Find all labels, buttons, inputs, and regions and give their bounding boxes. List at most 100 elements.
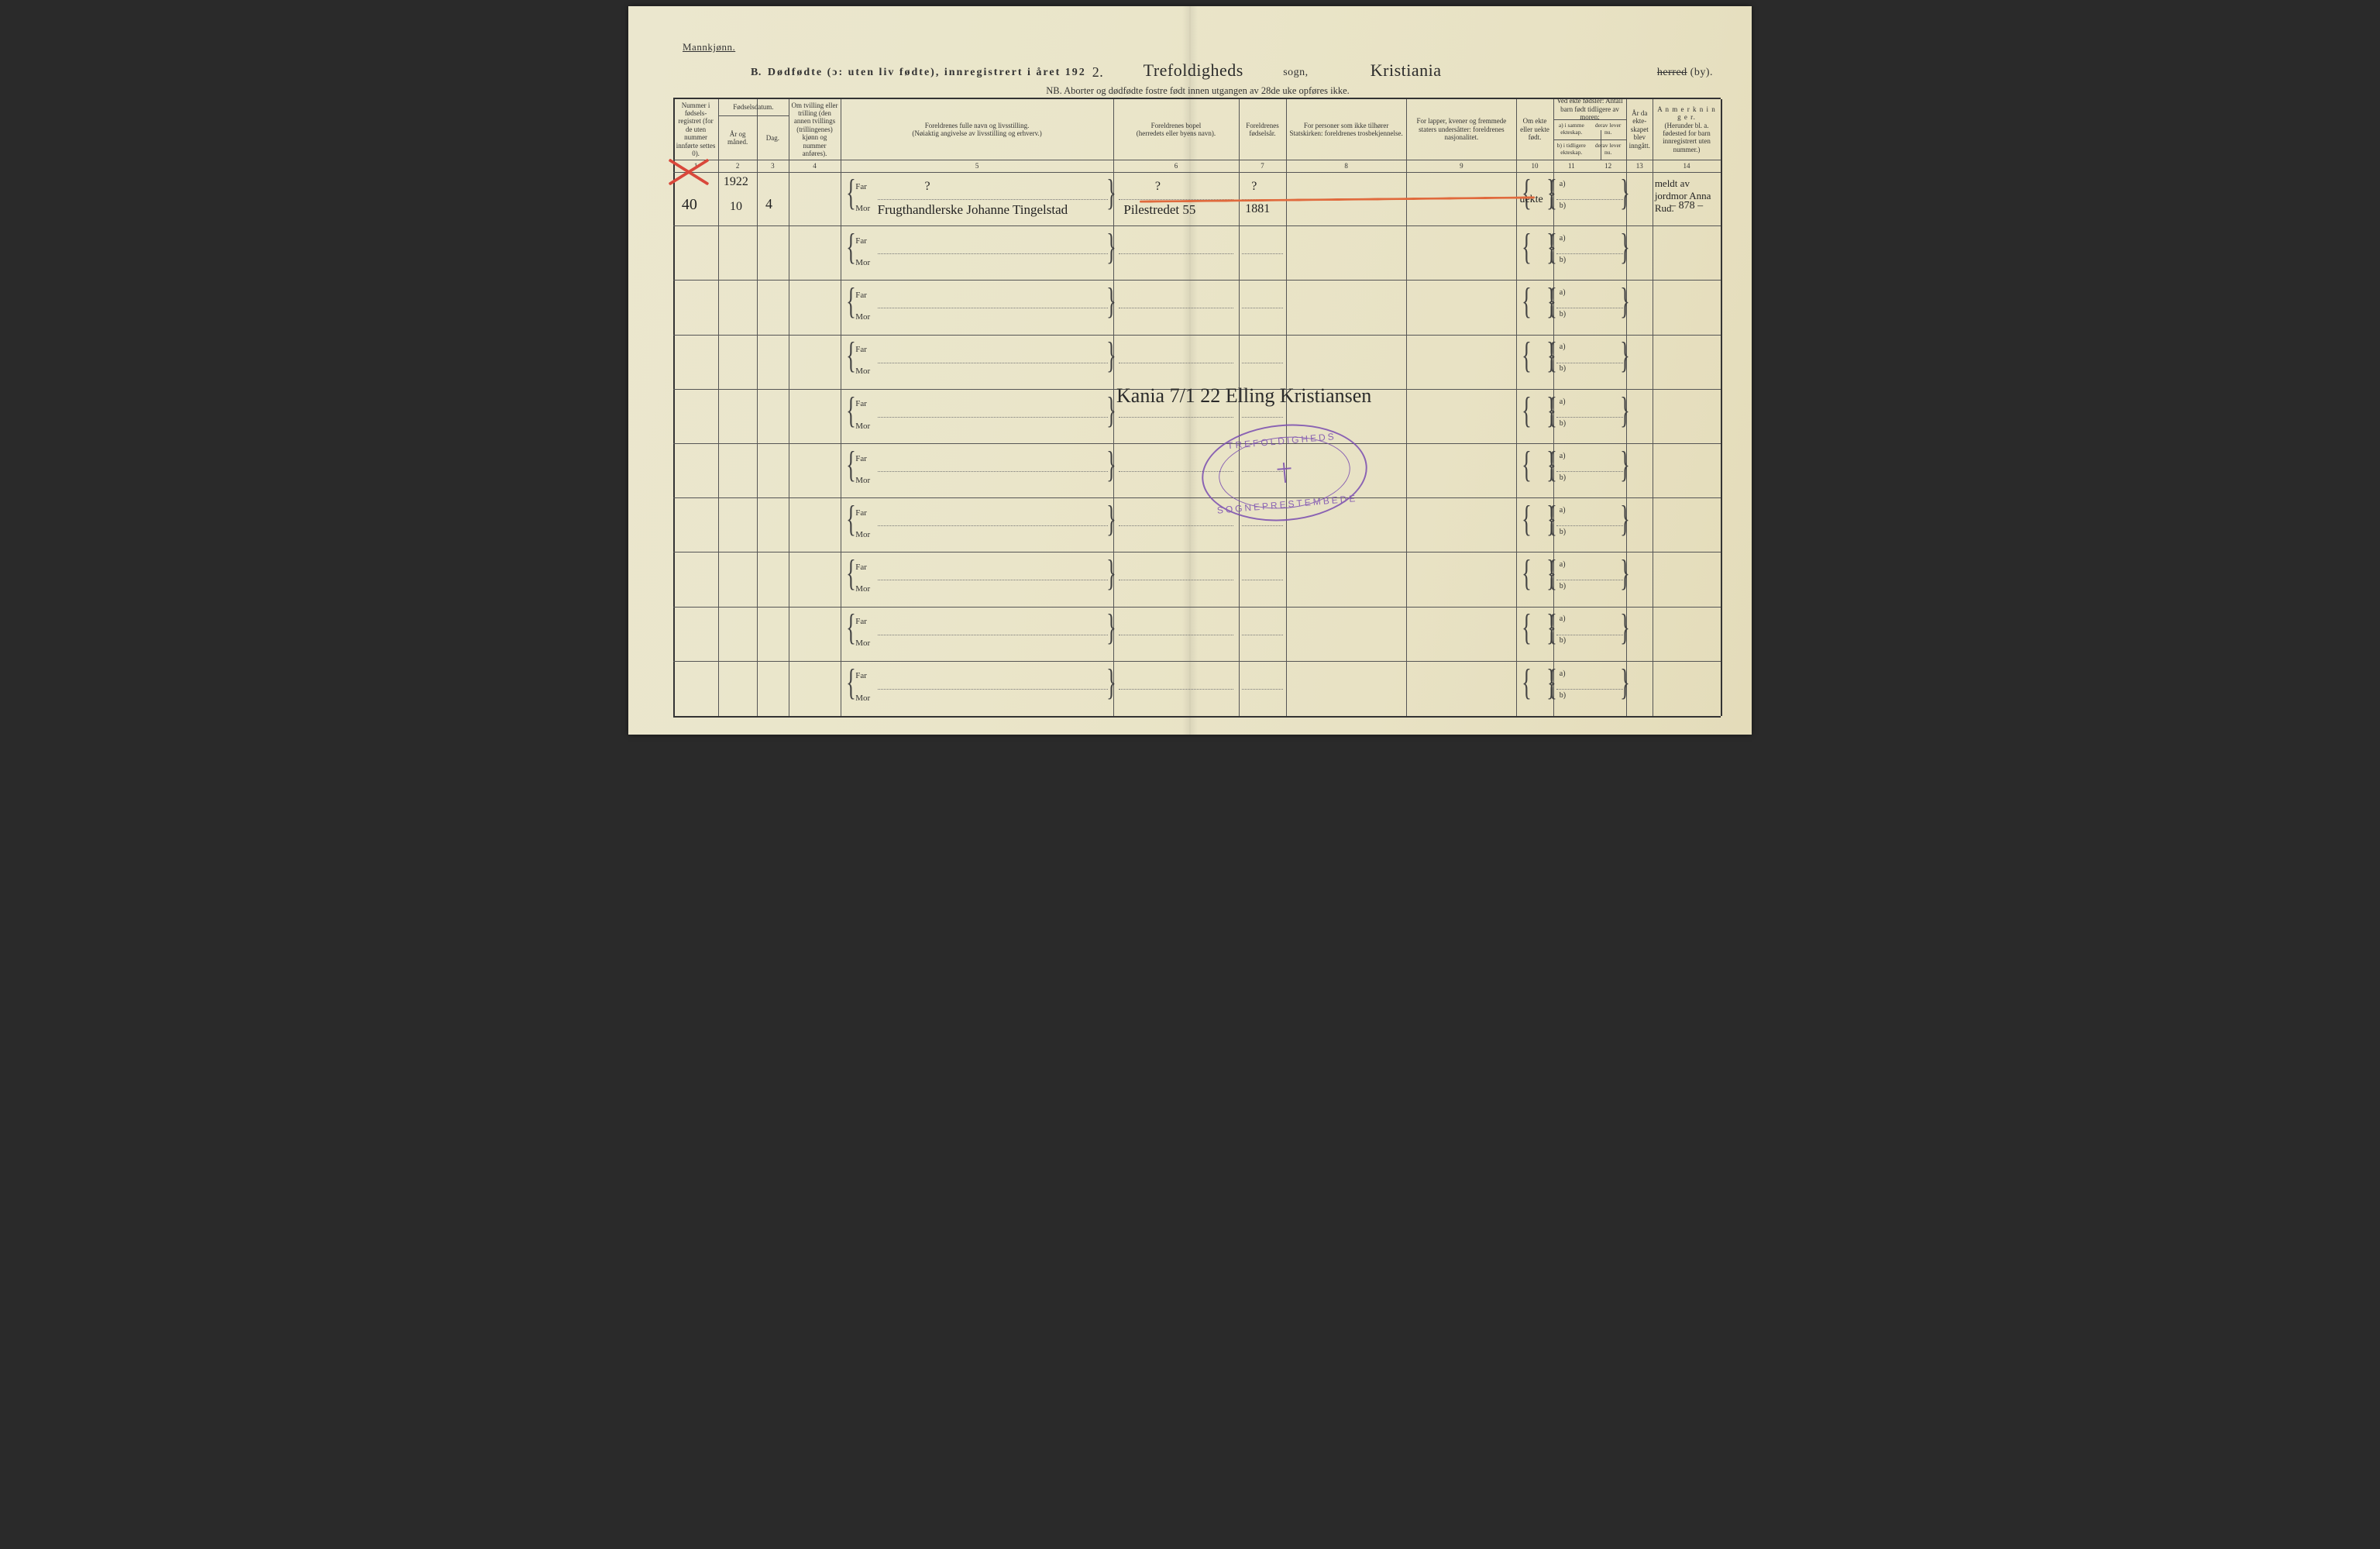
- b-label: b): [1560, 201, 1566, 210]
- brace-icon: {: [1522, 283, 1532, 320]
- b-label: b): [1560, 582, 1566, 590]
- brace-icon: {: [846, 664, 856, 701]
- sogn-label: sogn,: [1283, 67, 1308, 79]
- brace-icon: }: [1620, 392, 1630, 429]
- col-8-header: For personer som ikke tilhører Statskirk…: [1286, 99, 1406, 160]
- section-letter: B.: [751, 67, 762, 79]
- entry-year: 1922: [724, 175, 748, 189]
- table-row: FarMora)b){{{}}}: [673, 336, 1721, 390]
- coln-11: 11: [1553, 160, 1590, 172]
- col-3-sub: Dag.: [757, 116, 789, 160]
- brace-icon: }: [1546, 174, 1556, 212]
- coln-12: 12: [1590, 160, 1626, 172]
- table-row: FarMora)b){{{}}}: [673, 608, 1721, 662]
- coln-3: 3: [757, 160, 789, 172]
- brace-icon: }: [1106, 337, 1116, 374]
- brace-icon: }: [1620, 501, 1630, 538]
- col-2-sub: År og måned.: [718, 116, 757, 160]
- coln-10: 10: [1516, 160, 1553, 172]
- entry-day: 4: [765, 196, 772, 212]
- a-label: a): [1560, 398, 1566, 406]
- brace-icon: }: [1546, 392, 1556, 429]
- brace-icon: {: [1522, 337, 1532, 374]
- entry-aar-far: ?: [1251, 180, 1257, 194]
- col-10-header: Om ekte eller uekte født.: [1516, 99, 1553, 160]
- brace-icon: }: [1620, 229, 1630, 266]
- coln-13: 13: [1626, 160, 1653, 172]
- brace-icon: {: [1522, 609, 1532, 646]
- a-label: a): [1560, 452, 1566, 460]
- col-7-header: For­eldrenes fødsels­år.: [1239, 99, 1286, 160]
- column-number-row: 1 2 3 4 5 6 7 8 9 10 11 12 13 14: [673, 160, 1721, 173]
- year-suffix-hw: 2.: [1092, 65, 1104, 79]
- brace-icon: {: [1522, 555, 1532, 592]
- far-label: Far: [855, 399, 867, 408]
- mor-label: Mor: [855, 204, 870, 213]
- brace-icon: }: [1106, 446, 1116, 484]
- herred-strikethrough: herred: [1657, 67, 1687, 78]
- table-row: FarMora)b){{{}}}: [673, 226, 1721, 281]
- a-label: a): [1560, 288, 1566, 297]
- brace-icon: }: [1546, 609, 1556, 646]
- far-label: Far: [855, 345, 867, 354]
- col-11b: b) i tidligere ekteskap.: [1553, 139, 1590, 160]
- brace-icon: {: [1522, 446, 1532, 484]
- brace-icon: }: [1620, 609, 1630, 646]
- entry-mor-name: Frugthandlerske Johanne Tingelstad: [878, 202, 1068, 218]
- scanned-register-page: Mannkjønn. B. Dødfødte (ɔ: uten liv født…: [628, 6, 1752, 735]
- brace-icon: }: [1106, 392, 1116, 429]
- brace-icon: {: [1522, 664, 1532, 701]
- b-label: b): [1560, 691, 1566, 700]
- coln-4: 4: [789, 160, 841, 172]
- register-table: Nummer i fødsels­registret (for de uten …: [673, 98, 1721, 718]
- col-11b2: derav lever nu.: [1590, 139, 1626, 160]
- brace-icon: }: [1106, 501, 1116, 538]
- far-label: Far: [855, 291, 867, 300]
- far-label: Far: [855, 563, 867, 572]
- nb-note: NB. Aborter og dødfødte fostre født inne…: [683, 85, 1713, 97]
- col-4-header: Om tvilling eller trilling (den annen tv…: [789, 99, 841, 160]
- entry-far-mark: ?: [924, 180, 930, 194]
- brace-icon: }: [1106, 283, 1116, 320]
- brace-icon: }: [1106, 174, 1116, 212]
- brace-icon: {: [846, 283, 856, 320]
- b-label: b): [1560, 310, 1566, 318]
- brace-icon: }: [1620, 446, 1630, 484]
- title-line: B. Dødfødte (ɔ: uten liv fødte), innregi…: [683, 62, 1713, 79]
- gender-label: Mannkjønn.: [683, 41, 735, 53]
- col-13-header: År da ekte­skapet blev inn­gått.: [1626, 99, 1653, 160]
- entry-bopel-far: ?: [1155, 180, 1161, 194]
- brace-icon: }: [1106, 555, 1116, 592]
- a-label: a): [1560, 560, 1566, 569]
- col-9-header: For lapper, kvener og fremmede staters u…: [1406, 99, 1516, 160]
- far-label: Far: [855, 454, 867, 463]
- brace-icon: {: [846, 555, 856, 592]
- a-label: a): [1560, 670, 1566, 678]
- table-row: FarMora)b){{{}}}: [673, 552, 1721, 607]
- coln-6: 6: [1113, 160, 1239, 172]
- brace-icon: }: [1546, 337, 1556, 374]
- brace-icon: {: [846, 446, 856, 484]
- entry-aar-mor: 1881: [1245, 202, 1270, 216]
- coln-1: 1: [673, 160, 718, 172]
- mor-label: Mor: [855, 694, 870, 703]
- b-label: b): [1560, 256, 1566, 264]
- col-11a2: derav lever nu.: [1590, 119, 1626, 139]
- col-6-title: Foreldrenes bopel: [1151, 122, 1202, 129]
- col-14-header: A n m e r k n i n g e r. (Herunder bl. a…: [1653, 99, 1721, 160]
- entry-regno: 40: [682, 196, 697, 214]
- a-label: a): [1560, 614, 1566, 623]
- col-1-header: Nummer i fødsels­registret (for de uten …: [673, 99, 718, 160]
- coln-2: 2: [718, 160, 757, 172]
- a-label: a): [1560, 343, 1566, 351]
- brace-icon: {: [1522, 392, 1532, 429]
- mor-label: Mor: [855, 639, 870, 648]
- brace-icon: }: [1620, 174, 1630, 212]
- herred-by: herred (by).: [1657, 67, 1713, 79]
- table-header: Nummer i fødsels­registret (for de uten …: [673, 99, 1721, 160]
- b-label: b): [1560, 419, 1566, 428]
- coln-5: 5: [841, 160, 1113, 172]
- far-label: Far: [855, 508, 867, 518]
- coln-9: 9: [1406, 160, 1516, 172]
- brace-icon: {: [846, 501, 856, 538]
